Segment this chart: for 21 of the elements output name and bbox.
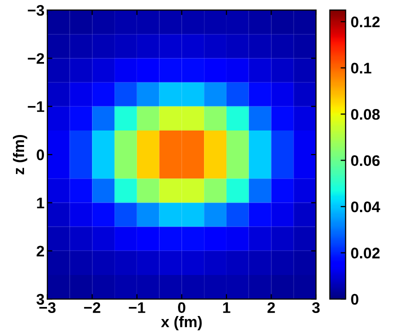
color-bar-label: 0.02: [351, 248, 380, 258]
color-bar-label: 0: [351, 294, 358, 305]
y-tick-label: −1: [28, 101, 44, 112]
x-axis-title: x (fm): [161, 316, 202, 330]
y-tick-label: −2: [28, 53, 44, 64]
color-bar-label: 0.08: [351, 108, 380, 120]
color-bar-label: 0.12: [351, 16, 380, 28]
color-bar-label: 0.1: [351, 62, 372, 74]
x-tick-label: 2: [268, 302, 275, 313]
x-tick-label: 0: [178, 302, 186, 314]
y-axis-title: z (fm): [12, 134, 28, 174]
color-bar-label: 0.06: [351, 155, 380, 166]
x-tick-label: 1: [223, 302, 230, 313]
x-tick-label: −1: [128, 302, 146, 313]
y-tick-label: 0: [36, 149, 44, 160]
x-tick-label: −2: [84, 302, 100, 313]
y-tick-label: 1: [37, 198, 44, 208]
y-tick-label: 2: [36, 246, 44, 256]
y-tick-label: −3: [28, 4, 44, 16]
color-bar-label: 0.04: [351, 201, 380, 212]
x-tick-label: 3: [312, 302, 320, 314]
